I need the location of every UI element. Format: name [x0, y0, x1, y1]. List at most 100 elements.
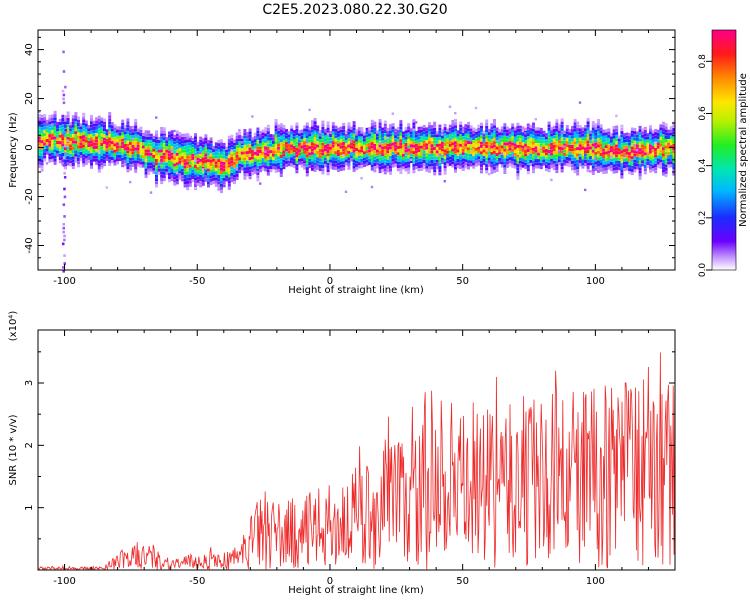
heatmap-cell	[61, 146, 65, 150]
heatmap-cell	[71, 146, 75, 150]
heatmap-cell	[464, 149, 468, 153]
heatmap-cell	[610, 162, 613, 165]
heatmap-cell	[409, 147, 413, 151]
heatmap-cell	[269, 146, 273, 150]
heatmap-cell	[474, 147, 478, 151]
heatmap-cell	[521, 145, 525, 149]
heatmap-cell	[342, 126, 346, 130]
heatmap-cell	[472, 152, 476, 156]
heatmap-cell	[651, 136, 655, 140]
heatmap-cell	[311, 139, 314, 143]
heatmap-cell	[126, 118, 130, 122]
heatmap-cell	[62, 242, 65, 246]
heatmap-cell	[165, 165, 169, 169]
heatmap-cell	[305, 125, 309, 129]
heatmap-cell	[415, 143, 418, 147]
heatmap-cell	[53, 158, 57, 162]
heatmap-cell	[100, 158, 104, 162]
heatmap-cell	[342, 164, 346, 168]
heatmap-cell	[539, 134, 543, 138]
heatmap-cell	[438, 172, 442, 176]
heatmap-cell	[277, 137, 281, 141]
heatmap-cell	[295, 125, 299, 129]
heatmap-cell	[370, 167, 374, 171]
heatmap-cell	[175, 178, 179, 182]
heatmap-cell	[256, 156, 260, 160]
heatmap-cell	[370, 123, 374, 126]
heatmap-cell	[391, 158, 395, 162]
heatmap-cell	[160, 133, 164, 137]
heatmap-cell	[415, 166, 418, 170]
heatmap-cell	[113, 137, 117, 141]
heatmap-cell	[95, 149, 99, 153]
heatmap-cell	[201, 141, 205, 145]
heatmap-cell	[433, 159, 437, 163]
heatmap-cell	[469, 131, 473, 135]
heatmap-cell	[303, 160, 307, 164]
heatmap-cell	[537, 159, 541, 163]
heatmap-cell	[672, 147, 676, 151]
heatmap-cell	[56, 137, 60, 141]
heatmap-cell	[604, 142, 608, 145]
heatmap-cell	[542, 149, 546, 153]
heatmap-cell	[339, 145, 343, 149]
heatmap-cell	[71, 127, 75, 131]
heatmap-cell	[108, 118, 112, 122]
heatmap-cell	[376, 146, 379, 150]
heatmap-cell	[170, 152, 174, 156]
heatmap-cell	[495, 133, 499, 137]
heatmap-cell	[391, 126, 395, 130]
heatmap-cell	[417, 158, 421, 162]
heatmap-cell	[40, 114, 44, 118]
heatmap-cell	[90, 124, 93, 128]
heatmap-cell	[407, 164, 411, 168]
heatmap-cell	[214, 152, 218, 155]
heatmap-cell	[40, 133, 44, 137]
heatmap-cell	[144, 159, 148, 162]
heatmap-cell	[456, 165, 460, 169]
heatmap-y-tick-label: 20	[24, 92, 35, 105]
heatmap-cell	[383, 149, 387, 153]
heatmap-cell	[97, 131, 101, 135]
heatmap-cell	[467, 163, 470, 167]
heatmap-cell	[118, 151, 122, 155]
heatmap-cell	[662, 172, 665, 176]
heatmap-cell	[79, 142, 83, 146]
heatmap-cell	[467, 141, 470, 144]
heatmap-cell	[147, 136, 151, 140]
heatmap-cell	[534, 143, 538, 147]
heatmap-cell	[389, 159, 392, 163]
heatmap-cell	[498, 139, 501, 142]
heatmap-cell	[672, 143, 676, 147]
heatmap-cell	[230, 144, 234, 148]
heatmap-cell	[441, 135, 444, 139]
heatmap-cell	[464, 124, 468, 128]
heatmap-cell	[454, 122, 457, 126]
heatmap-cell	[404, 159, 408, 162]
heatmap-cell	[438, 146, 442, 150]
heatmap-cell	[58, 153, 62, 157]
heatmap-cell	[103, 121, 106, 125]
heatmap-cell	[165, 137, 169, 140]
heatmap-cell	[243, 170, 247, 174]
heatmap-cell	[251, 153, 255, 157]
heatmap-cell	[321, 152, 325, 156]
heatmap-cell	[194, 136, 197, 140]
heatmap-cell	[534, 118, 537, 121]
heatmap-cell	[646, 155, 650, 159]
heatmap-cell	[443, 162, 447, 166]
heatmap-cell	[508, 138, 512, 141]
heatmap-cell	[654, 167, 658, 171]
heatmap-cell	[248, 166, 252, 170]
heatmap-cell	[641, 153, 645, 157]
heatmap-cell	[370, 158, 374, 161]
heatmap-cell	[381, 137, 385, 141]
heatmap-cell	[443, 127, 447, 131]
heatmap-cell	[74, 159, 78, 163]
heatmap-cell	[409, 150, 413, 154]
heatmap-cell	[545, 168, 548, 172]
heatmap-cell	[430, 160, 434, 163]
heatmap-cell	[269, 137, 273, 141]
heatmap-cell	[69, 137, 73, 141]
